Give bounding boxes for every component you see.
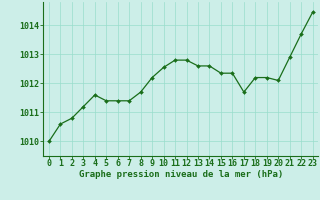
- X-axis label: Graphe pression niveau de la mer (hPa): Graphe pression niveau de la mer (hPa): [79, 170, 283, 179]
